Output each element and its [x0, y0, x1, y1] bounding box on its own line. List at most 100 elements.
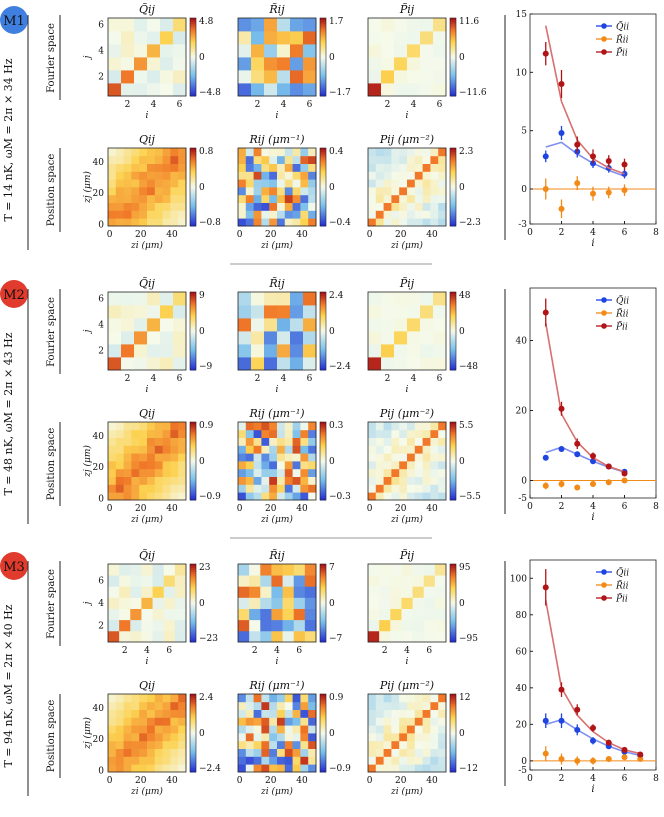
colorbar-segment — [320, 346, 326, 350]
colorbar-mid: 0 — [329, 53, 335, 63]
colorbar-segment — [320, 84, 326, 87]
heatmap-cell — [414, 709, 423, 718]
colorbar-segment — [320, 459, 326, 462]
heatmap-cell — [108, 318, 122, 332]
heatmap-cell — [399, 437, 408, 446]
colorbar-segment — [190, 744, 196, 748]
colorbar-segment — [320, 748, 326, 752]
colorbar-frame — [449, 693, 457, 773]
heatmap-cell — [123, 733, 132, 742]
colorbar-segment — [320, 198, 326, 202]
y-tick-label: 10 — [516, 68, 528, 78]
colorbar-segment — [320, 453, 326, 456]
colorbar-segment — [320, 68, 326, 72]
heatmap-cell — [430, 210, 439, 219]
heatmap-cell — [391, 492, 400, 501]
heatmap-cell — [147, 70, 161, 84]
colorbar-segment — [450, 198, 456, 202]
colorbar-segment — [450, 303, 456, 307]
heatmap-cell — [108, 630, 120, 643]
heatmap-cell — [304, 586, 317, 598]
colorbar-segment — [320, 622, 326, 625]
heatmap-cell — [368, 709, 377, 718]
colorbar-segment — [450, 740, 456, 744]
heatmap-cell — [290, 331, 304, 345]
heatmap-cell — [300, 187, 309, 196]
heatmap-cell — [261, 179, 270, 188]
colorbar-segment — [320, 340, 326, 344]
heatmap-cell — [269, 694, 278, 703]
colorbar-segment — [320, 41, 326, 44]
colorbar-segment — [320, 451, 326, 454]
heatmap-cell — [300, 764, 309, 773]
heatmap-cell — [238, 725, 247, 734]
heatmap-cell — [308, 484, 317, 493]
heatmap-cell — [115, 155, 124, 164]
heatmap-cell — [261, 468, 270, 477]
heatmap-cell — [300, 194, 309, 203]
heatmap-cell — [407, 179, 416, 188]
heatmap-cell — [423, 597, 436, 609]
heatmap-cell — [238, 218, 247, 227]
heatmap-cell — [162, 187, 171, 196]
colorbar-segment — [450, 451, 456, 454]
colorbar-segment — [450, 340, 456, 344]
colorbar-segment — [320, 431, 326, 435]
heatmap-cell — [368, 756, 377, 765]
colorbar-segment — [190, 204, 196, 207]
heatmap-cell — [108, 422, 117, 431]
colorbar-segment — [320, 427, 326, 431]
heatmap-cell — [375, 492, 384, 501]
colorbar-segment — [190, 196, 196, 200]
heatmap-cell — [433, 331, 447, 345]
colorbar-segment — [450, 163, 456, 167]
colorbar-segment — [190, 638, 196, 641]
heatmap-cell — [253, 476, 262, 485]
heatmap-cell — [422, 453, 431, 462]
heatmap-cell — [368, 733, 377, 742]
x-axis-label: i — [406, 111, 409, 121]
colorbar-segment — [450, 437, 456, 441]
heatmap-cell — [141, 575, 153, 587]
colorbar-segment — [450, 313, 456, 316]
heatmap-cell — [123, 484, 132, 493]
colorbar-segment — [190, 750, 196, 753]
y-axis-label: j — [83, 55, 93, 60]
heatmap-cell — [269, 701, 278, 710]
heatmap-cell — [123, 717, 132, 726]
colorbar-segment — [190, 84, 196, 87]
heatmap-cell — [292, 453, 301, 462]
colorbar-segment — [190, 29, 196, 33]
heatmap-cell — [178, 468, 187, 477]
heatmap-cell — [108, 453, 117, 462]
heatmap-cell — [245, 422, 254, 431]
colorbar-segment — [190, 569, 196, 573]
colorbar-segment — [190, 206, 196, 209]
position-label: Position space — [46, 428, 57, 501]
colorbar-segment — [190, 462, 196, 466]
heatmap-cell — [292, 468, 301, 477]
heatmap-cell — [399, 468, 408, 477]
colorbar-segment — [320, 606, 326, 610]
colorbar-segment — [190, 731, 196, 734]
heatmap-cell — [407, 194, 416, 203]
heatmap-cell — [412, 575, 425, 587]
heatmap-title: Qij — [139, 133, 156, 146]
colorbar-segment — [190, 482, 196, 485]
side-label: T = 94 nK, ωM = 2π × 40 Hz — [2, 604, 15, 767]
heatmap-cell — [292, 748, 301, 757]
colorbar-segment — [320, 721, 326, 724]
heatmap-cell — [123, 453, 132, 462]
colorbar-segment — [320, 564, 326, 567]
heatmap-cell — [173, 357, 187, 371]
heatmap-cell — [407, 468, 416, 477]
heatmap-cell — [260, 608, 272, 621]
heatmap-cell — [368, 586, 380, 598]
colorbar-segment — [320, 738, 326, 742]
heatmap-cell — [368, 564, 380, 576]
heatmap-cell — [131, 709, 140, 718]
x-tick-label: 6 — [177, 374, 183, 384]
colorbar-segment — [450, 179, 456, 182]
